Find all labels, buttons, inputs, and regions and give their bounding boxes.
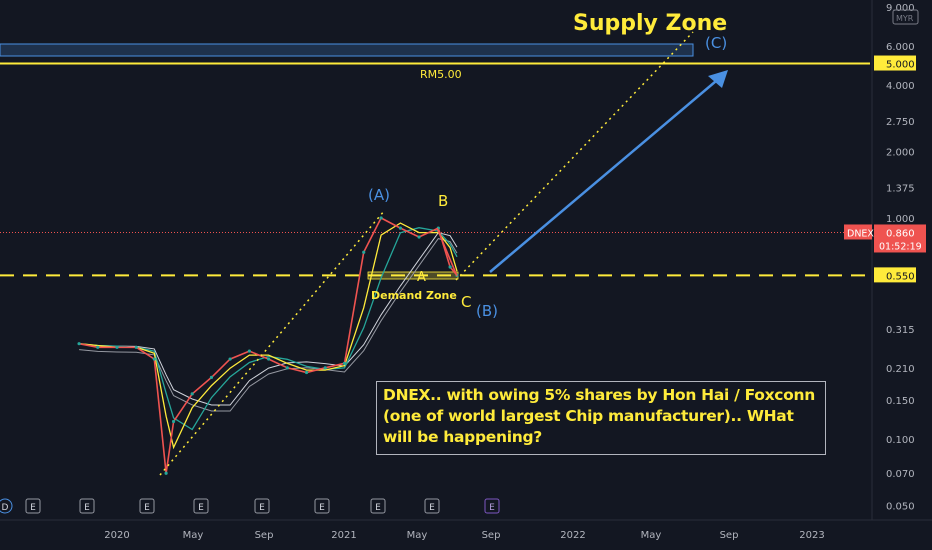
earnings-marker-5: E bbox=[259, 503, 265, 513]
time-tick-5: Sep bbox=[482, 530, 501, 541]
small-a-label: A bbox=[417, 270, 426, 285]
idea-note: DNEX.. with owing 5% shares by Hon Hai /… bbox=[376, 381, 826, 455]
earnings-marker-7: E bbox=[375, 503, 381, 513]
price-tick-0: 9.000 bbox=[886, 3, 915, 14]
ma-long-2 bbox=[79, 238, 458, 412]
time-tick-1: May bbox=[183, 530, 204, 541]
price-point bbox=[285, 366, 289, 370]
price-tick-13: 0.100 bbox=[886, 435, 915, 446]
price-tick-4: 2.750 bbox=[886, 117, 915, 128]
price-point bbox=[448, 265, 452, 269]
price-tick-11: 0.210 bbox=[886, 364, 915, 375]
supply-zone-label: Supply Zone bbox=[573, 11, 727, 36]
level-label-1: 0.550 bbox=[886, 271, 915, 282]
earnings-marker-0: D bbox=[2, 503, 9, 513]
earnings-marker-6: E bbox=[319, 503, 325, 513]
price-point bbox=[379, 216, 383, 220]
last-price-label: 0.860 bbox=[886, 228, 915, 239]
time-tick-3: 2021 bbox=[331, 530, 356, 541]
price-point bbox=[398, 226, 403, 230]
price-tick-3: 4.000 bbox=[886, 81, 915, 92]
price-tick-10: 0.315 bbox=[886, 325, 915, 336]
time-tick-6: 2022 bbox=[560, 530, 585, 541]
earnings-marker-box-3 bbox=[139, 498, 155, 514]
price-point bbox=[171, 419, 176, 424]
price-tick-7: 1.000 bbox=[886, 214, 915, 225]
price-point bbox=[96, 345, 100, 349]
price-point bbox=[190, 392, 194, 396]
earnings-marker-9: E bbox=[489, 503, 495, 513]
small-c-label: C bbox=[461, 293, 471, 311]
price-point bbox=[417, 235, 421, 239]
price-point bbox=[362, 250, 366, 254]
last-price-box bbox=[874, 224, 926, 253]
price-point bbox=[164, 471, 168, 475]
symbol-tag-box bbox=[844, 224, 872, 240]
time-tick-0: 2020 bbox=[104, 530, 129, 541]
level-label-0: 5.000 bbox=[886, 60, 915, 71]
price-point bbox=[152, 357, 156, 361]
price-point bbox=[209, 375, 214, 379]
price-tick-5: 2.000 bbox=[886, 147, 915, 158]
earnings-marker-1: E bbox=[30, 503, 36, 513]
earnings-marker-box-7 bbox=[370, 498, 386, 514]
price-point bbox=[77, 342, 81, 346]
ma-short bbox=[79, 222, 458, 450]
time-tick-9: 2023 bbox=[799, 530, 824, 541]
level-label-box-1 bbox=[874, 267, 916, 283]
price-point bbox=[115, 345, 119, 349]
price-point bbox=[134, 345, 138, 349]
earnings-marker-box-1 bbox=[25, 498, 41, 514]
price-point bbox=[228, 357, 232, 361]
wave-b-label: B bbox=[438, 192, 448, 210]
price-point bbox=[267, 357, 271, 361]
earnings-marker-box-0 bbox=[0, 498, 13, 514]
earnings-marker-box-2 bbox=[79, 498, 95, 514]
drop-line bbox=[436, 227, 458, 277]
time-tick-2: Sep bbox=[255, 530, 274, 541]
price-point bbox=[304, 370, 309, 375]
currency-badge: MYR bbox=[896, 14, 914, 23]
demand-zone-label: Demand Zone bbox=[371, 289, 457, 302]
price-point bbox=[247, 349, 251, 353]
price-point bbox=[342, 361, 347, 365]
supply-zone-box bbox=[0, 43, 694, 57]
currency-badge-box bbox=[892, 9, 919, 25]
time-tick-4: May bbox=[407, 530, 428, 541]
price-tick-15: 0.050 bbox=[886, 502, 915, 513]
level-label-box-0 bbox=[874, 55, 916, 71]
price-tick-1: 6.000 bbox=[886, 42, 915, 53]
earnings-marker-box-8 bbox=[424, 498, 440, 514]
earnings-marker-box-5 bbox=[254, 498, 270, 514]
trendline-upper bbox=[455, 31, 694, 281]
earnings-marker-4: E bbox=[198, 503, 204, 513]
earnings-marker-box-4 bbox=[193, 498, 209, 514]
earnings-marker-8: E bbox=[429, 503, 435, 513]
price-tick-12: 0.150 bbox=[886, 396, 915, 407]
time-tick-7: May bbox=[641, 530, 662, 541]
price-point bbox=[323, 366, 327, 370]
time-tick-8: Sep bbox=[720, 530, 739, 541]
projection-arrow-head bbox=[708, 70, 728, 88]
ma-long bbox=[79, 232, 458, 406]
earnings-marker-2: E bbox=[84, 503, 90, 513]
earnings-marker-box-6 bbox=[314, 498, 330, 514]
rm-label: RM5.00 bbox=[420, 68, 462, 81]
earnings-marker-3: E bbox=[144, 503, 150, 513]
wave-a-label: (A) bbox=[368, 186, 390, 204]
countdown-label: 01:52:19 bbox=[879, 241, 922, 252]
earnings-marker-box-9 bbox=[484, 498, 500, 514]
projection-arrow-line bbox=[489, 75, 723, 273]
trendline-lower bbox=[159, 209, 386, 476]
symbol-tag: DNEX bbox=[847, 228, 874, 239]
wave-c-label: (C) bbox=[705, 34, 727, 52]
price-tick-6: 1.375 bbox=[886, 183, 915, 194]
price-tick-14: 0.070 bbox=[886, 469, 915, 480]
wave-paren-b-label: (B) bbox=[476, 302, 498, 320]
